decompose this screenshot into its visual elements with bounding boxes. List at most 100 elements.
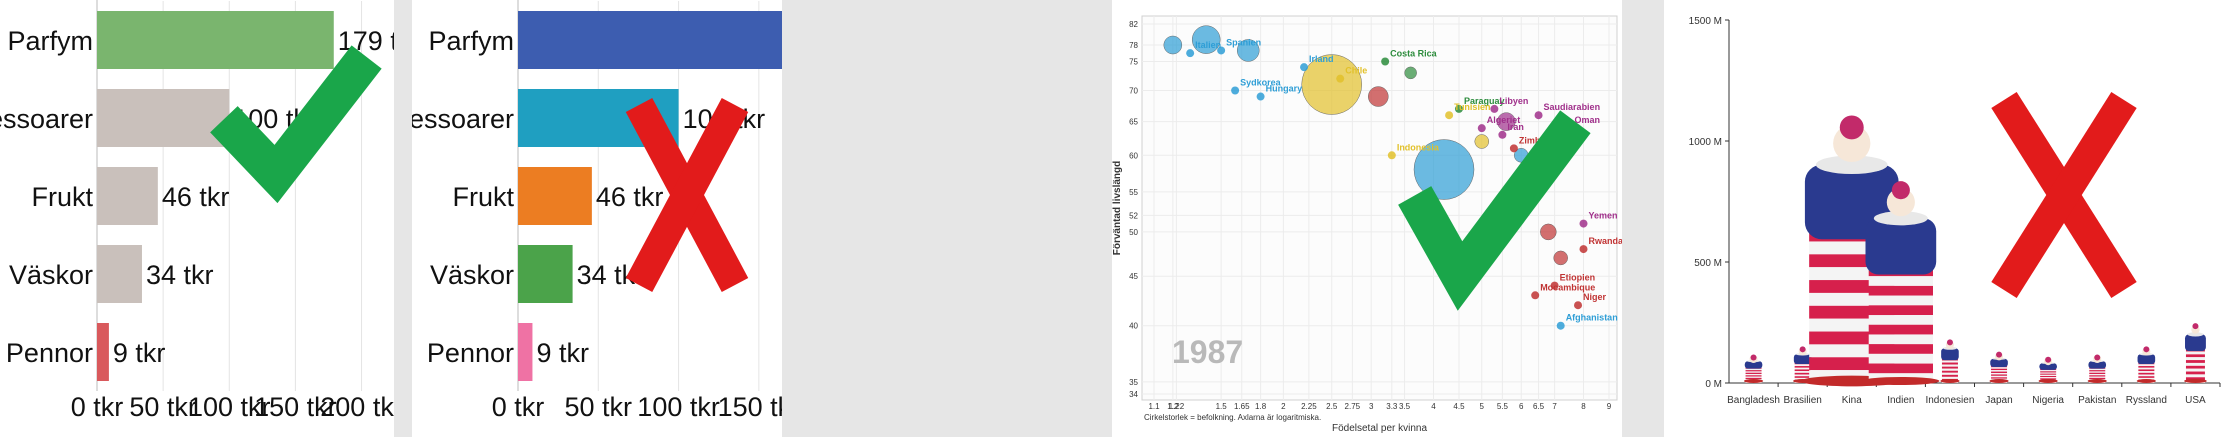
clown-stripe [1868,276,1933,286]
point-label: Irland [1309,54,1334,64]
x-tick-label: 1.1 [1148,402,1160,411]
clown-stripe [1794,364,1811,367]
x-tick-label: 150 tkr [254,392,337,422]
category-label: Väskor [9,260,93,290]
data-point [1186,49,1195,58]
clown-collar [1815,155,1888,175]
bar [97,11,334,69]
y-tick-label: 65 [1129,118,1138,127]
clown-collar [2187,332,2204,337]
clown-stripe [1991,374,2008,376]
data-point [1531,291,1540,300]
data-point [1217,46,1226,55]
clown-stripe [1941,374,1958,377]
clown-stripe [1868,353,1933,364]
cross-mark-icon [1991,91,2137,299]
category-label: Väskor [430,260,514,290]
data-point [1300,63,1309,72]
clown-stripe [1745,376,1762,378]
data-point [1574,301,1583,310]
category-label: Accessoarer [0,104,93,134]
x-tick-label: Pakistan [2078,395,2116,406]
clown-body [1793,354,1812,365]
clown-stripe [1868,305,1933,316]
point-label: Rwanda [1589,236,1622,246]
data-point [1381,57,1390,66]
category-label: Parfym [7,26,93,56]
x-tick-label: 2.75 [1345,402,1361,411]
clown-stripe [1868,334,1933,345]
clown-stripe [1941,368,1958,371]
clown-body [2039,363,2057,370]
clown-stripe [2138,369,2155,372]
clown-stripe [2138,377,2155,380]
clown-stripe [1941,364,1958,367]
clown-body [1865,218,1937,275]
clown-hair [1946,339,1953,346]
x-tick-label: 2 [1281,402,1286,411]
clown-hair [1891,181,1910,200]
clown-stripe [2138,372,2155,375]
x-tick-label: 50 tkr [129,392,197,422]
clown-shoes [2184,379,2207,383]
y-tick-label: 82 [1129,20,1138,29]
check-mark-icon [1398,110,1591,311]
clown-stripe [2138,376,2155,378]
clown-stripe [1745,373,1762,376]
x-tick-label: Ryssland [2126,395,2167,406]
data-point [1579,219,1588,228]
clown-stripe [2040,375,2057,378]
point-label: Indonesia [1397,142,1440,152]
data-point [1556,321,1565,330]
x-tick-label: 150 tkr [718,392,782,422]
data-point [1445,111,1454,120]
clown-stripe [1794,367,1811,370]
data-point [1490,104,1499,113]
clown-stripe [1745,368,1762,371]
clown-stripe [2138,364,2155,367]
clown-stripe [2040,374,2057,376]
bar-value-label: 46 tkr [162,182,230,212]
bar [518,323,533,381]
clown-pictogram [1940,339,1960,383]
clown-stripe [2089,370,2106,372]
x-tick-label: 6.5 [1533,402,1545,411]
bar [518,167,592,225]
category-label: Pennor [6,338,93,368]
clown-stripe [2089,371,2106,373]
data-point [1336,74,1345,83]
x-tick-label: 100 tkr [637,392,720,422]
clown-stripe [2040,372,2057,374]
clown-stripe [2040,377,2057,379]
clown-stripe [2040,373,2057,375]
clown-stripe [1991,367,2008,369]
y-tick-label: 1500 M [1689,16,1722,27]
clown-stripe [1941,362,1958,365]
category-label: Frukt [31,182,93,212]
x-tick-label: Nigeria [2032,395,2064,406]
bar [518,245,573,303]
clown-stripe [2185,362,2205,366]
x-tick-label: Indien [1887,395,1914,406]
y-tick-label: 50 [1129,228,1138,237]
clown-stripe [2138,374,2155,377]
clown-stripe [1991,370,2008,372]
x-tick-label: 7 [1552,402,1557,411]
clown-pictogram [2038,356,2058,383]
clown-stripe [1991,377,2008,379]
x-tick-label: 1.2 [1167,402,1179,411]
data-point [1256,92,1265,101]
clown-shoes [2136,379,2156,383]
check-mark-icon [210,45,382,204]
bar [97,323,109,381]
clown-stripe [1941,360,1958,363]
clown-stripe [1794,371,1811,373]
clown-hair [2045,356,2052,363]
point-label: Mocambique [1540,282,1595,292]
clown-stripe [1868,324,1933,335]
chart-panel-3: 1.1 1.2 1.22 1.5 1.65 1.8 2 2.25 2.5 2.75 3 3.3 3.5 4… [1112,0,1622,437]
clown-shoes [1989,379,2009,383]
x-tick-label: 5.5 [1497,402,1509,411]
point-label: Hungary [1266,84,1303,94]
